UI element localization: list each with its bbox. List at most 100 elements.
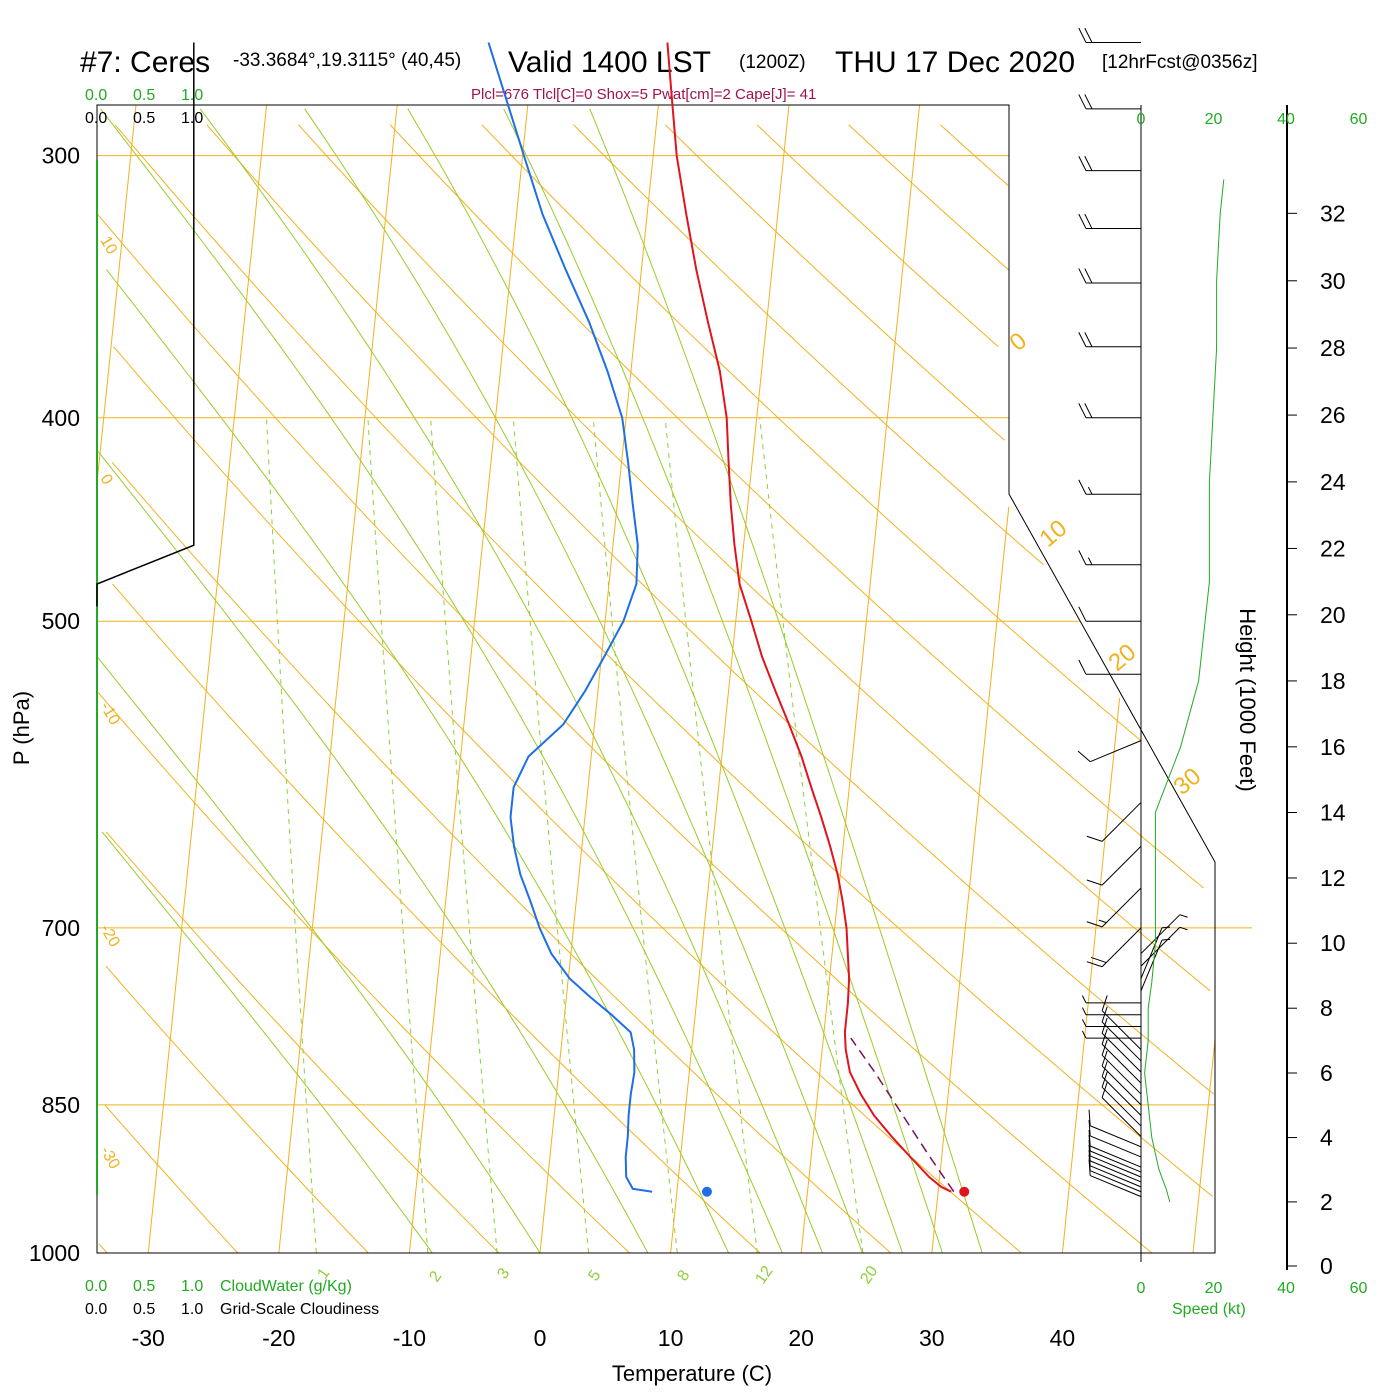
mixing-ratio-2: [367, 417, 429, 1254]
barb-flag: [1088, 1119, 1091, 1136]
temperature-tick-40: 40: [1050, 1325, 1076, 1351]
height-tick-label: 8: [1320, 995, 1333, 1021]
wind-barb-640: [1086, 845, 1142, 886]
wind-barb-530: [1078, 659, 1141, 675]
moist-adiabat-2: [96, 656, 541, 1254]
valid-time: Valid 1400 LST: [508, 46, 711, 79]
barb-flag: [1084, 156, 1093, 171]
moist-adiabat-23: [199, 108, 823, 1254]
height-tick-label: 18: [1320, 668, 1346, 694]
surface-wind-barb-770: [1081, 1007, 1141, 1016]
cloudwater-tick-bottom: 0.5: [133, 1278, 155, 1295]
dry-adiabat-label: 30: [1169, 763, 1207, 801]
wind-barb-470: [1078, 550, 1141, 566]
barb-flag: [1088, 1129, 1091, 1147]
height-tick-label: 22: [1320, 535, 1346, 561]
barb-flag: [1098, 919, 1107, 924]
barb-flag: [1084, 213, 1093, 229]
speed-tick-bottom-40: 40: [1277, 1280, 1295, 1297]
cloud-scale-ticks: 0.0 0.0 0.5 0.5 1.0 1.0 0.0 0.0 0.5 0.5 1.0 1.0: [85, 87, 203, 1318]
barb-flag: [1084, 94, 1093, 110]
pressure-tick-850: 850: [42, 1092, 80, 1118]
barb-flag: [1078, 606, 1087, 622]
dry-adiabat-330: [114, 124, 1214, 1197]
barb-staff: [1101, 1097, 1142, 1137]
surface-wind-barb-820: [1101, 1017, 1142, 1073]
mixing-ratio-label: 8: [674, 1267, 693, 1284]
height-tick-label: 30: [1320, 268, 1346, 294]
barb-staff: [1101, 1043, 1142, 1084]
isotherm--40: [96, 104, 137, 484]
pressure-tick-400: 400: [42, 405, 80, 431]
wind-speed-profile: [1144, 179, 1225, 1203]
mixing-ratio-label: 3: [494, 1265, 513, 1282]
dry-adiabat-label: 20: [1104, 639, 1142, 677]
barb-staff: [1089, 1160, 1142, 1183]
forecast-info: [12hrFcst@0356z]: [1102, 52, 1258, 73]
moist-adiabat-20: [100, 108, 783, 1254]
barb-flag: [1078, 332, 1087, 347]
barb-staff: [1140, 926, 1181, 967]
barb-flag: [1078, 213, 1087, 229]
moist-adiabat-26: [304, 108, 863, 1254]
moist-adiabat--6: [101, 831, 433, 1254]
dry-adiabat-370: [481, 124, 1142, 741]
barb-flag: [1179, 926, 1188, 931]
surface-wind-barb-840: [1101, 1039, 1142, 1095]
height-tick-label: 32: [1320, 200, 1346, 226]
wind-barb-325: [1078, 213, 1141, 230]
dry-adiabat-390: [664, 124, 1005, 441]
isotherm--10: [408, 104, 529, 1254]
barb-flag: [1078, 403, 1087, 419]
cloudiness-title: Grid-Scale Cloudiness: [220, 1301, 379, 1318]
isotherm-30: [931, 506, 1010, 1254]
barb-flag: [1086, 921, 1103, 928]
barb-flag: [1078, 659, 1087, 675]
barb-flag: [1078, 550, 1087, 566]
isotherm-label: -10: [97, 700, 123, 729]
cloudwater-tick-top: 0.5: [133, 87, 155, 104]
cloudiness-tick-bottom: 0.5: [133, 1301, 155, 1318]
isotherm-label: 0: [97, 472, 116, 488]
dry-adiabat-350: [298, 124, 1211, 992]
barb-flag: [1078, 479, 1087, 495]
barb-staff: [1101, 802, 1142, 842]
barb-staff: [1101, 1021, 1142, 1062]
mixing-ratio-label: 12: [752, 1263, 776, 1287]
wind-barb-670: [1086, 887, 1142, 928]
forecast-date: THU 17 Dec 2020: [835, 46, 1075, 79]
sounding-parameters: Plcl=676 Tlcl[C]=0 Shox=5 Pwat[cm]=2 Cap…: [471, 86, 816, 103]
cloudiness-tick-bottom: 0.0: [85, 1301, 107, 1318]
barb-staff: [1101, 927, 1142, 968]
speed-tick-bottom-60: 60: [1350, 1280, 1368, 1297]
isotherm-label: -20: [97, 922, 123, 951]
cloudiness-tick-top: 0.5: [133, 110, 155, 127]
surface-temperature-point: [959, 1186, 970, 1197]
surface-wind-barb-890: [1088, 1109, 1142, 1148]
speed-axis-title: Speed (kt): [1172, 1301, 1246, 1318]
height-tick-label: 0: [1320, 1253, 1333, 1279]
barb-staff: [1101, 1076, 1142, 1116]
mixing-ratio-label: 5: [585, 1267, 604, 1284]
barb-flag: [1084, 268, 1093, 284]
barb-flag: [1086, 835, 1103, 842]
wind-barbs: [1077, 27, 1188, 1198]
height-tick-label: 24: [1320, 469, 1346, 495]
pressure-tick-1000: 1000: [29, 1240, 80, 1266]
x-axis-title: Temperature (C): [612, 1361, 772, 1386]
cloudwater-title: CloudWater (g/Kg): [220, 1278, 352, 1295]
barb-staff: [1089, 740, 1142, 763]
barb-flag: [1162, 926, 1171, 929]
height-tick-label: 10: [1320, 930, 1346, 956]
surface-wind-barb-720: [1140, 914, 1188, 954]
isotherm-0: [539, 104, 659, 1254]
cloudiness-tick-top: 0.0: [85, 110, 107, 127]
barb-flag: [1084, 27, 1093, 43]
utc-time: (1200Z): [739, 52, 806, 73]
speed-tick-bottom-20: 20: [1205, 1280, 1223, 1297]
temperature-tick-0: 0: [534, 1325, 547, 1351]
height-tick-label: 28: [1320, 335, 1346, 361]
cloudiness-profile: [96, 42, 195, 607]
